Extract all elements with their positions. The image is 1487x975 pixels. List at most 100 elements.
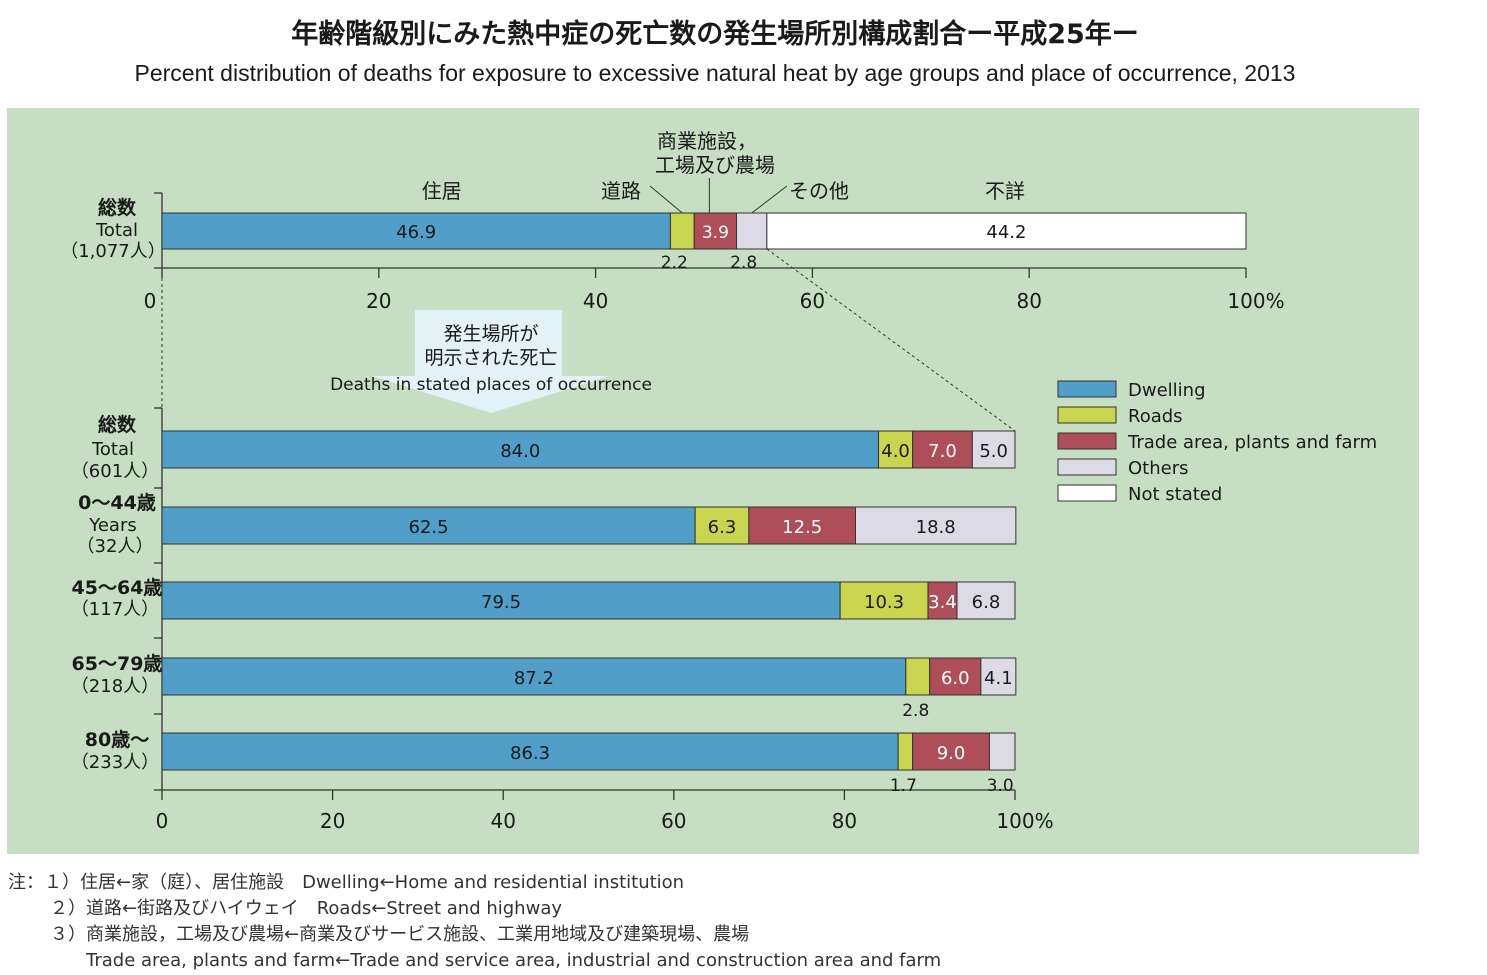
top-chart-bar-others	[736, 212, 768, 250]
legend-swatch-others	[1057, 458, 1117, 476]
top-chart-segment-label-roads: 道路	[601, 179, 641, 203]
bottom-chart-bar-others	[971, 430, 1016, 469]
annotation-text-jp-1: 発生場所が	[443, 323, 538, 345]
bottom-chart-value-dwelling: 79.5	[481, 592, 521, 613]
bottom-chart-category-count: （601人）	[71, 461, 159, 482]
footnote-2: ２）道路←街路及びハイウェイ Roads←Street and highway	[50, 898, 562, 919]
top-chart-category-jp: 総数	[98, 196, 137, 219]
bottom-chart-x-tick-label: 20	[320, 809, 345, 833]
legend-swatch-dwelling	[1057, 380, 1117, 398]
top-chart-category-en: Total	[95, 220, 138, 241]
bottom-chart-bar-trade	[929, 657, 982, 696]
top-chart-x-tick-label: 40	[583, 289, 608, 313]
footnote-3: ３）商業施設，工場及び農場←商業及びサービス施設、工業用地域及び建築現場、農場	[50, 924, 750, 945]
legend-label-roads: Roads	[1128, 406, 1183, 427]
bottom-chart-category-jp: 0〜44歳	[78, 492, 156, 514]
footnotes: 注：１）住居←家（庭）、居住施設 Dwelling←Home and resid…	[8, 870, 941, 974]
bottom-chart-x-tick-label: 40	[490, 809, 515, 833]
bottom-chart-bar-dwelling	[161, 732, 899, 771]
top-chart-leader-roads	[649, 185, 683, 214]
top-chart-category-count: （1,077人）	[60, 241, 166, 262]
chart-title-en: Percent distribution of deaths for expos…	[134, 60, 1296, 86]
bottom-chart-value-dwelling: 86.3	[510, 743, 550, 764]
bottom-chart-category-count: （32人）	[77, 536, 154, 557]
annotation-text-en: Deaths in stated places of occurrence	[330, 375, 652, 395]
bottom-chart-value-dwelling: 87.2	[514, 668, 554, 689]
bottom-chart-value-others: 18.8	[916, 517, 956, 538]
top-chart-x-tick-label: 20	[366, 289, 391, 313]
bottom-chart-category-jp: 45〜64歳	[72, 577, 163, 599]
top-chart-value-trade: 3.9	[702, 223, 729, 243]
bottom-chart-value-roads: 6.3	[708, 517, 737, 538]
top-chart-bar-not_stated	[766, 212, 1247, 250]
bottom-chart-value-trade: 12.5	[782, 517, 822, 538]
top-chart-value-dwelling: 46.9	[396, 222, 436, 243]
legend-label-trade: Trade area, plants and farm	[1127, 432, 1377, 453]
top-chart-x-tick-label: 100%	[1227, 289, 1284, 313]
top-chart-segment-label-not-stated: 不詳	[985, 179, 1025, 203]
bottom-chart-value-roads: 2.8	[902, 701, 929, 721]
bottom-chart-bar-others	[980, 657, 1017, 696]
bottom-chart-value-trade: 3.4	[928, 592, 957, 613]
bottom-chart-value-others: 3.0	[987, 776, 1014, 796]
bottom-chart-value-others: 5.0	[979, 441, 1008, 462]
bottom-chart-category-jp: 総数	[98, 413, 137, 436]
bottom-chart-category-en: Years	[88, 515, 137, 536]
legend-swatch-not_stated	[1057, 484, 1117, 502]
top-chart-x-tick-label: 80	[1016, 289, 1041, 313]
bottom-chart-value-trade: 7.0	[928, 441, 957, 462]
bottom-chart-x-tick-label: 100%	[996, 809, 1053, 833]
bottom-chart-bar-dwelling	[161, 506, 696, 545]
footnote-1: 注：１）住居←家（庭）、居住施設 Dwelling←Home and resid…	[8, 872, 685, 893]
top-chart-x-tick-label: 60	[800, 289, 825, 313]
bottom-chart-x-tick-label: 80	[832, 809, 857, 833]
bottom-chart-bar-others	[854, 506, 1017, 545]
top-chart-segment-label-trade-2: 工場及び農場	[655, 153, 775, 177]
bottom-chart-value-others: 4.1	[984, 668, 1013, 689]
bottom-chart-bar-trade	[748, 506, 856, 545]
bottom-chart-value-roads: 4.0	[881, 441, 910, 462]
top-chart-segment-label-trade-1: 商業施設，	[657, 129, 757, 153]
bottom-chart-bar-roads	[897, 732, 914, 771]
bottom-chart-value-others: 6.8	[972, 592, 1001, 613]
legend-label-others: Others	[1128, 458, 1189, 479]
top-chart-x-tick-label: 0	[144, 289, 157, 313]
top-chart-value-others: 2.8	[730, 253, 757, 273]
annotation-arrow	[372, 310, 610, 413]
bottom-chart-value-dwelling: 62.5	[409, 517, 449, 538]
bottom-chart-bar-roads	[878, 430, 914, 469]
top-chart-segment-label-dwelling: 住居	[422, 179, 462, 203]
bottom-chart-value-trade: 6.0	[941, 668, 970, 689]
bottom-chart-category-jp: 80歳〜	[85, 729, 149, 751]
connector-dashed-right	[766, 248, 1016, 432]
bottom-chart-bar-others	[956, 581, 1016, 620]
top-chart-value-roads: 2.2	[661, 253, 688, 273]
bottom-chart-category-count: （233人）	[71, 752, 159, 773]
bottom-chart-bar-roads	[905, 657, 931, 696]
bottom-chart-bar-dwelling	[161, 430, 880, 469]
bottom-chart-value-roads: 10.3	[864, 592, 904, 613]
bottom-chart-bar-trade	[927, 581, 958, 620]
chart-title-jp: 年齢階級別にみた熱中症の死亡数の発生場所別構成割合ー平成25年ー	[291, 19, 1139, 50]
bottom-chart-bar-others	[988, 732, 1016, 771]
legend-label-dwelling: Dwelling	[1128, 380, 1206, 401]
bottom-chart-value-roads: 1.7	[890, 776, 917, 796]
bottom-chart-value-trade: 9.0	[937, 743, 966, 764]
top-chart-leader-others	[751, 185, 788, 214]
top-chart-value-not-stated: 44.2	[986, 222, 1026, 243]
bottom-chart-x-tick-label: 0	[156, 809, 169, 833]
annotation-text-jp-2: 明示された死亡	[424, 347, 557, 369]
chart-panel: 0 20 40 60 80 100% 総数 Total （1,077人） 46.9 3.9 44.2 2…	[7, 108, 1419, 854]
bottom-chart-category-jp: 65〜79歳	[72, 653, 163, 675]
legend-label-not_stated: Not stated	[1128, 484, 1222, 505]
bottom-chart-value-dwelling: 84.0	[500, 441, 540, 462]
top-chart-bar-roads	[669, 212, 695, 250]
bottom-chart-x-tick-label: 60	[661, 809, 686, 833]
bottom-chart-category-count: （117人）	[71, 599, 159, 620]
top-chart-segment-label-others: その他	[789, 179, 849, 203]
bottom-chart-bar-roads	[694, 506, 750, 545]
bottom-chart-category-en: Total	[91, 439, 134, 460]
footnote-3-en: Trade area, plants and farm←Trade and se…	[86, 950, 942, 971]
legend-swatch-roads	[1057, 406, 1117, 424]
